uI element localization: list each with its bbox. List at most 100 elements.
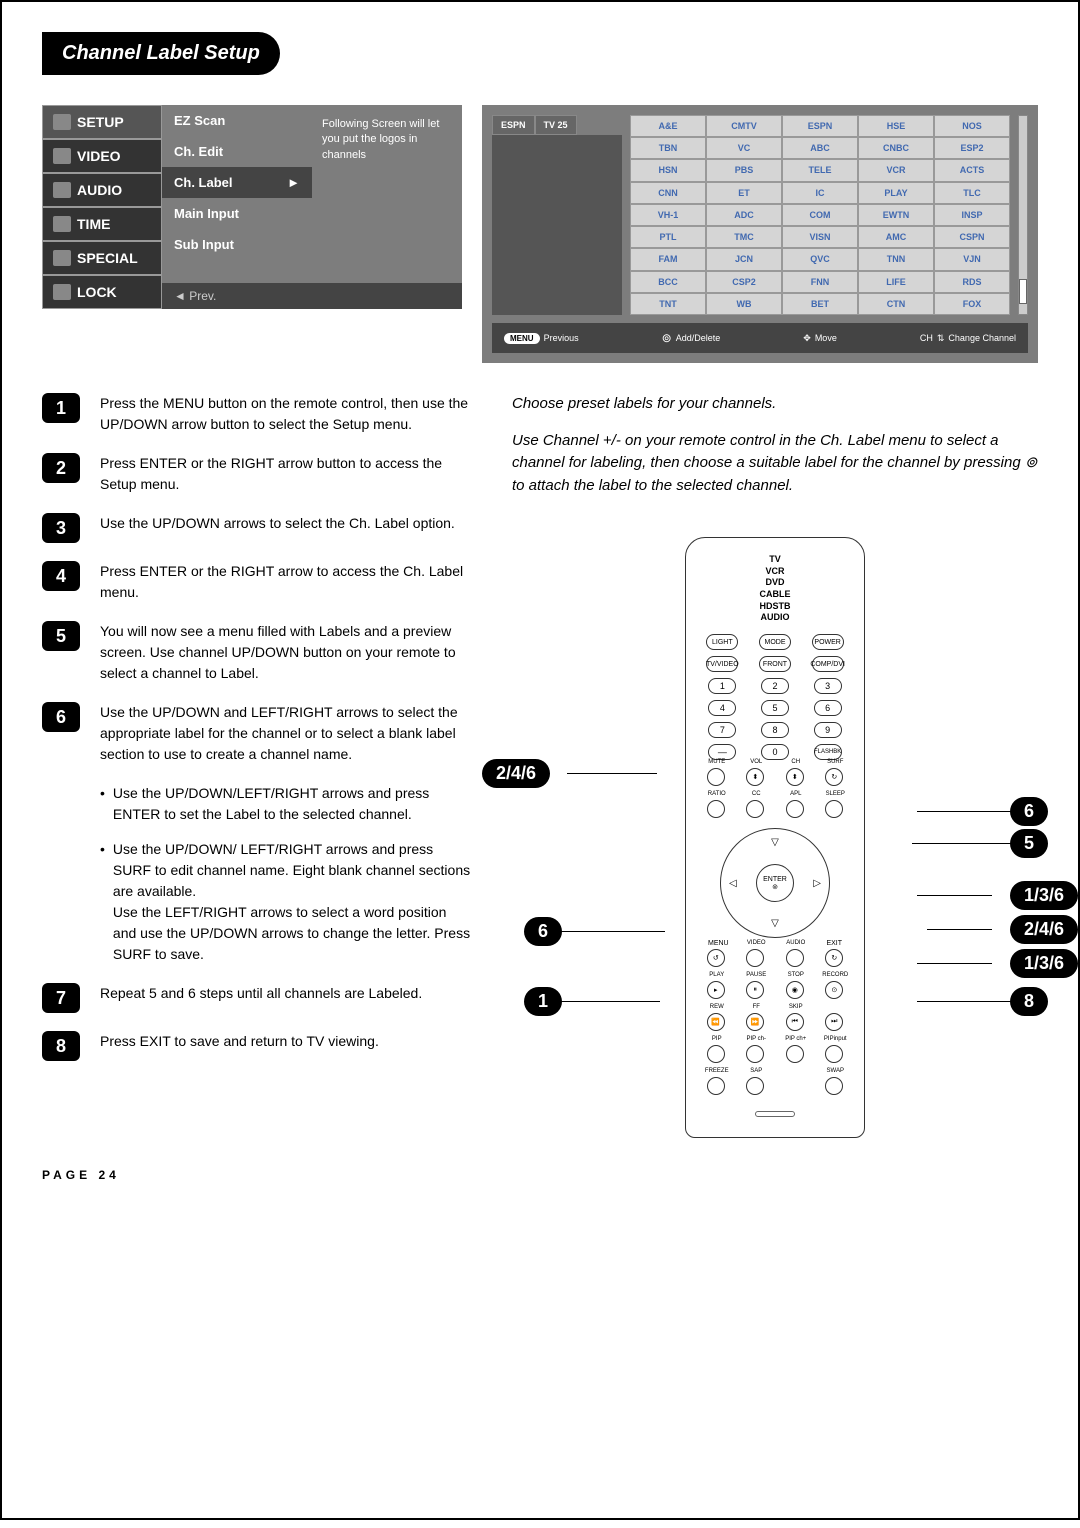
label-cell[interactable]: PTL [630,226,706,248]
sub-maininput[interactable]: Main Input [162,198,312,229]
enter-button[interactable]: ENTER⊚ [756,864,794,902]
label-cell[interactable]: COM [782,204,858,226]
skip-fwd-button[interactable]: ⏭ [825,1013,843,1031]
power-button[interactable]: POWER [812,634,844,650]
label-cell[interactable]: EWTN [858,204,934,226]
label-cell[interactable]: FNN [782,271,858,293]
label-cell[interactable]: A&E [630,115,706,137]
label-cell[interactable]: HSE [858,115,934,137]
label-cell[interactable]: TNN [858,248,934,270]
skip-back-button[interactable]: SKIP⏮ [786,1013,804,1031]
compdvi-button[interactable]: COMP/DVI [812,656,844,672]
mute-button[interactable]: MUTE [707,768,725,786]
mode-button[interactable]: MODE [759,634,791,650]
label-cell[interactable]: VCR [858,159,934,181]
dpad-left[interactable]: ◁ [729,878,737,889]
num-3[interactable]: 3 [814,678,842,694]
label-cell[interactable]: CSP2 [706,271,782,293]
label-cell[interactable]: QVC [782,248,858,270]
dpad-right[interactable]: ▷ [813,878,821,889]
menu-special[interactable]: SPECIAL [42,241,162,275]
ch-button[interactable]: CH⬍ [786,768,804,786]
label-cell[interactable]: PBS [706,159,782,181]
label-cell[interactable]: FAM [630,248,706,270]
front-button[interactable]: FRONT [759,656,791,672]
menu-video[interactable]: VIDEO [42,139,162,173]
label-cell[interactable]: TNT [630,293,706,315]
pipinput-button[interactable]: PIPinput [825,1045,843,1063]
sub-chlabel[interactable]: Ch. Label► [162,167,312,198]
sub-chedit[interactable]: Ch. Edit [162,136,312,167]
light-button[interactable]: LIGHT [706,634,738,650]
label-cell[interactable]: HSN [630,159,706,181]
sleep-button[interactable]: SLEEP [825,800,843,818]
sub-ezscan[interactable]: EZ Scan [162,105,312,136]
cc-button[interactable]: CC [746,800,764,818]
preview-tab-2[interactable]: TV 25 [535,115,577,135]
num-5[interactable]: 5 [761,700,789,716]
num-0[interactable]: 0 [761,744,789,760]
ratio-button[interactable]: RATIO [707,800,725,818]
dpad-down[interactable]: ▽ [771,918,779,929]
num-8[interactable]: 8 [761,722,789,738]
preview-tab-1[interactable]: ESPN [492,115,535,135]
label-cell[interactable]: JCN [706,248,782,270]
play-button[interactable]: PLAY▸ [707,981,725,999]
menu-setup[interactable]: SETUP [42,105,162,139]
surf-button[interactable]: SURF↻ [825,768,843,786]
num-2[interactable]: 2 [761,678,789,694]
tvvideo-button[interactable]: TV/VIDEO [706,656,738,672]
label-cell[interactable]: RDS [934,271,1010,293]
label-cell[interactable]: CNN [630,182,706,204]
label-cell[interactable]: BCC [630,271,706,293]
video-button[interactable]: VIDEO [746,949,764,967]
label-cell[interactable]: TELE [782,159,858,181]
label-cell[interactable]: TMC [706,226,782,248]
menu-button[interactable]: ↺ [707,949,725,967]
num-4[interactable]: 4 [708,700,736,716]
label-cell[interactable]: VC [706,137,782,159]
pipchdown-button[interactable]: PIP ch- [746,1045,764,1063]
label-cell[interactable]: FOX [934,293,1010,315]
num-7[interactable]: 7 [708,722,736,738]
freeze-button[interactable]: FREEZE [707,1077,725,1095]
label-cell[interactable]: VJN [934,248,1010,270]
menu-lock[interactable]: LOCK [42,275,162,309]
label-cell[interactable]: ADC [706,204,782,226]
audio-button[interactable]: AUDIO [786,949,804,967]
rew-button[interactable]: REW⏪ [707,1013,725,1031]
vol-button[interactable]: VOL⬍ [746,768,764,786]
scroll-thumb[interactable] [1019,279,1027,304]
label-cell[interactable]: CTN [858,293,934,315]
label-cell[interactable]: BET [782,293,858,315]
num-9[interactable]: 9 [814,722,842,738]
pip-button[interactable]: PIP [707,1045,725,1063]
label-cell[interactable]: IC [782,182,858,204]
label-cell[interactable]: AMC [858,226,934,248]
label-cell[interactable]: CNBC [858,137,934,159]
label-cell[interactable]: ESP2 [934,137,1010,159]
label-cell[interactable]: ESPN [782,115,858,137]
pause-button[interactable]: PAUSE⏸ [746,981,764,999]
label-cell[interactable]: ACTS [934,159,1010,181]
label-cell[interactable]: TBN [630,137,706,159]
swap-button[interactable]: SWAP [825,1077,843,1095]
label-cell[interactable]: ET [706,182,782,204]
label-cell[interactable]: TLC [934,182,1010,204]
sub-subinput[interactable]: Sub Input [162,229,312,260]
dash-button[interactable]: — [708,744,736,760]
label-cell[interactable]: LIFE [858,271,934,293]
apl-button[interactable]: APL [786,800,804,818]
record-button[interactable]: RECORD⊙ [825,981,843,999]
label-cell[interactable]: WB [706,293,782,315]
label-cell[interactable]: CMTV [706,115,782,137]
label-cell[interactable]: ABC [782,137,858,159]
exit-button[interactable]: ↻ [825,949,843,967]
flashbk-button[interactable]: FLASHBK [814,744,842,760]
label-cell[interactable]: CSPN [934,226,1010,248]
pipchup-button[interactable]: PIP ch+ [786,1045,804,1063]
label-cell[interactable]: NOS [934,115,1010,137]
sap-button[interactable]: SAP [746,1077,764,1095]
num-1[interactable]: 1 [708,678,736,694]
scrollbar[interactable] [1018,115,1028,315]
